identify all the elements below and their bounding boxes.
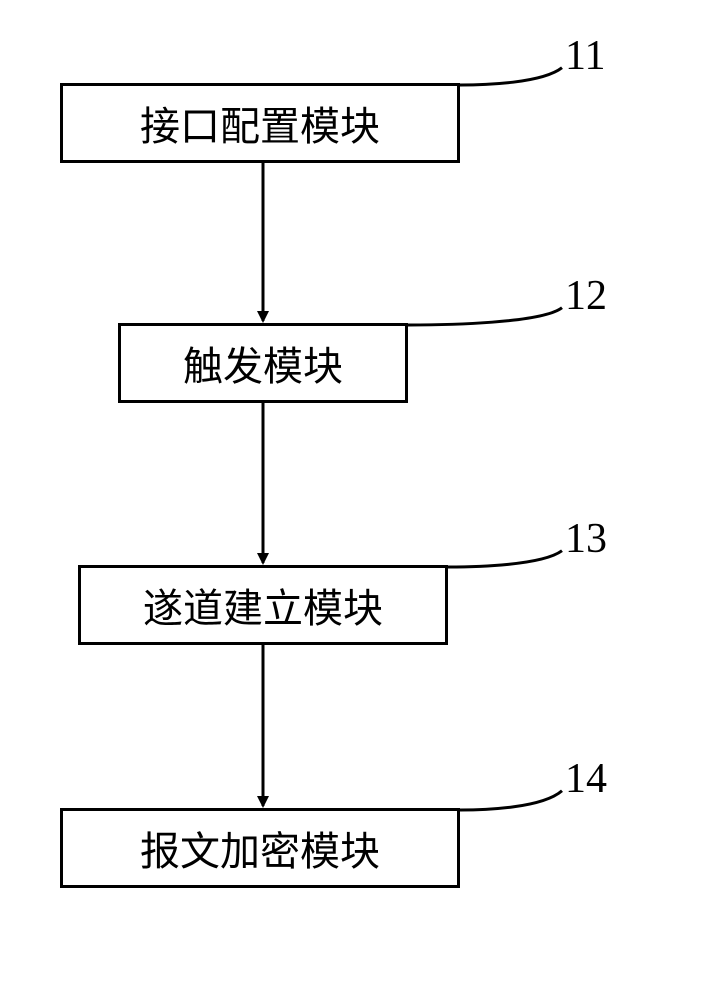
flow-node-label: 触发模块 (183, 334, 343, 392)
flow-node-n1: 接口配置模块 (60, 83, 460, 163)
reference-number-label: 11 (565, 32, 605, 80)
flow-node-n4: 报文加密模块 (60, 808, 460, 888)
callout-curve (448, 551, 562, 567)
flow-node-label: 接口配置模块 (140, 94, 380, 152)
callout-curve (460, 68, 562, 85)
callout-curve (460, 791, 562, 810)
reference-number-label: 12 (565, 272, 607, 320)
reference-number-label: 13 (565, 515, 607, 563)
flowchart-canvas: 接口配置模块触发模块遂道建立模块报文加密模块 11 12 13 14 (0, 0, 717, 1000)
flow-node-n2: 触发模块 (118, 323, 408, 403)
flow-node-label: 报文加密模块 (140, 819, 380, 877)
callout-curve (408, 308, 562, 325)
flow-node-label: 遂道建立模块 (143, 576, 383, 634)
flow-node-n3: 遂道建立模块 (78, 565, 448, 645)
reference-number-label: 14 (565, 755, 607, 803)
